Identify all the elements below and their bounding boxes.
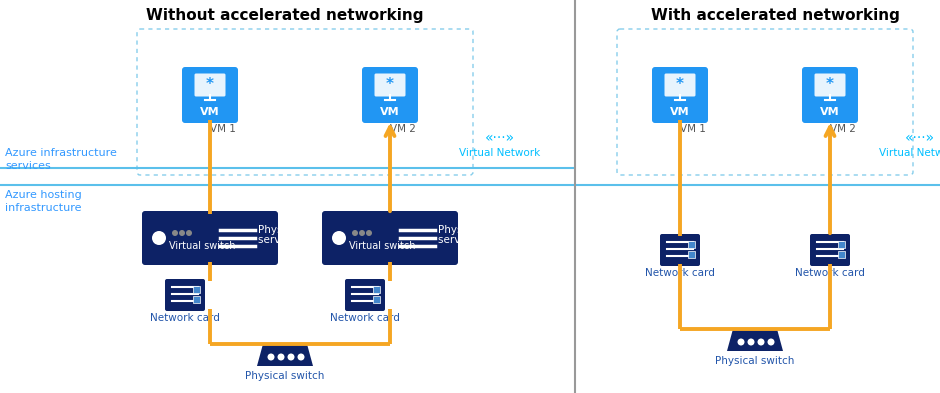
Text: Physical: Physical: [438, 225, 480, 235]
Text: *: *: [206, 77, 214, 92]
FancyBboxPatch shape: [814, 73, 845, 97]
Bar: [838, 241, 845, 248]
Circle shape: [747, 338, 755, 345]
FancyBboxPatch shape: [345, 279, 385, 311]
Bar: [688, 241, 695, 248]
Text: VM 2: VM 2: [390, 124, 415, 134]
Text: VM: VM: [200, 107, 220, 117]
Bar: [193, 296, 200, 303]
Text: Network card: Network card: [330, 313, 400, 323]
Text: «···»: «···»: [905, 131, 935, 145]
Text: «···»: «···»: [485, 131, 515, 145]
Bar: [838, 251, 845, 258]
Text: VM: VM: [670, 107, 690, 117]
Circle shape: [277, 353, 285, 360]
FancyBboxPatch shape: [810, 234, 850, 266]
Polygon shape: [257, 344, 313, 366]
Text: VM 1: VM 1: [210, 124, 236, 134]
Text: VM 1: VM 1: [680, 124, 706, 134]
Text: *: *: [386, 77, 394, 92]
Circle shape: [767, 338, 775, 345]
Text: server 2: server 2: [438, 235, 481, 245]
Text: Virtual Network: Virtual Network: [880, 148, 940, 158]
Polygon shape: [727, 329, 783, 351]
Circle shape: [366, 230, 372, 236]
Circle shape: [172, 230, 178, 236]
FancyBboxPatch shape: [652, 67, 708, 123]
Circle shape: [179, 230, 185, 236]
Circle shape: [758, 338, 764, 345]
FancyBboxPatch shape: [165, 279, 205, 311]
Text: VM 2: VM 2: [830, 124, 856, 134]
Circle shape: [297, 353, 305, 360]
Text: VM: VM: [380, 107, 400, 117]
FancyBboxPatch shape: [142, 211, 278, 265]
Text: Azure infrastructure
services: Azure infrastructure services: [5, 148, 117, 171]
Text: *: *: [826, 77, 834, 92]
FancyBboxPatch shape: [374, 73, 405, 97]
Text: VM: VM: [821, 107, 839, 117]
Text: *: *: [676, 77, 684, 92]
FancyBboxPatch shape: [660, 234, 700, 266]
Text: Network card: Network card: [645, 268, 715, 278]
Text: Virtual Network: Virtual Network: [460, 148, 540, 158]
Text: server 1: server 1: [258, 235, 301, 245]
FancyBboxPatch shape: [802, 67, 858, 123]
Circle shape: [738, 338, 744, 345]
Text: Virtual switch: Virtual switch: [169, 241, 236, 251]
Circle shape: [359, 230, 365, 236]
Text: Without accelerated networking: Without accelerated networking: [147, 8, 424, 23]
Text: Azure hosting
infrastructure: Azure hosting infrastructure: [5, 190, 82, 213]
Circle shape: [186, 230, 192, 236]
Circle shape: [352, 230, 358, 236]
Text: Network card: Network card: [795, 268, 865, 278]
Circle shape: [332, 231, 346, 245]
Text: With accelerated networking: With accelerated networking: [650, 8, 900, 23]
Bar: [373, 296, 380, 303]
FancyBboxPatch shape: [322, 211, 458, 265]
Bar: [688, 251, 695, 258]
Bar: [373, 286, 380, 293]
Circle shape: [268, 353, 274, 360]
Circle shape: [288, 353, 294, 360]
Text: Physical switch: Physical switch: [245, 371, 324, 381]
Text: Physical switch: Physical switch: [715, 356, 794, 366]
Text: Physical: Physical: [258, 225, 301, 235]
Text: Network card: Network card: [150, 313, 220, 323]
Text: Virtual switch: Virtual switch: [349, 241, 415, 251]
FancyBboxPatch shape: [195, 73, 226, 97]
Bar: [193, 286, 200, 293]
FancyBboxPatch shape: [362, 67, 418, 123]
Circle shape: [152, 231, 166, 245]
FancyBboxPatch shape: [182, 67, 238, 123]
FancyBboxPatch shape: [665, 73, 696, 97]
